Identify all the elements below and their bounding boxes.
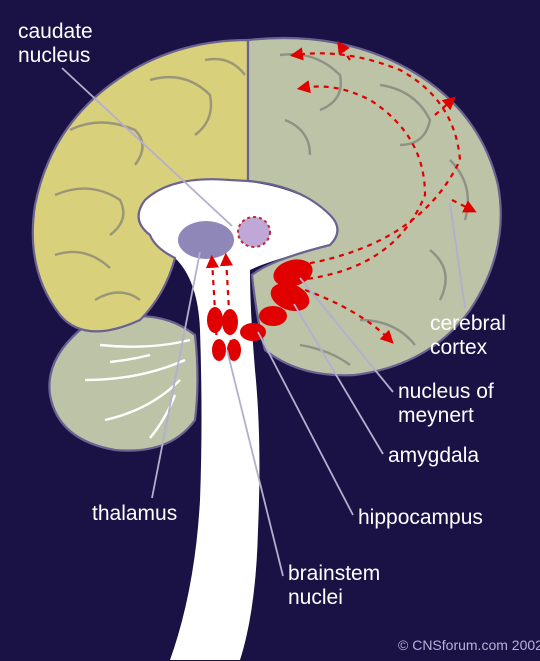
label-hippocampus: hippocampus [358,506,483,529]
brainstem-nucleus-2 [222,309,238,335]
thalamus-shape [178,221,234,259]
brain-diagram: caudatenucleus cerebralcortex nucleus ofme… [0,0,540,661]
label-thalamus: thalamus [92,502,177,525]
label-brainstem-nuclei: brainstemnuclei [288,562,380,609]
label-nucleus-meynert: nucleus ofmeynert [398,380,494,427]
caudate-nucleus-shape [238,217,270,247]
brainstem-nucleus-1 [207,307,223,333]
label-amygdala: amygdala [388,444,479,467]
copyright-text: © CNSforum.com 2002 [398,637,540,653]
label-cerebral-cortex: cerebralcortex [430,312,506,359]
amygdala [259,306,287,326]
brainstem-nucleus-3 [212,339,226,361]
label-caudate-nucleus: caudatenucleus [18,20,93,67]
